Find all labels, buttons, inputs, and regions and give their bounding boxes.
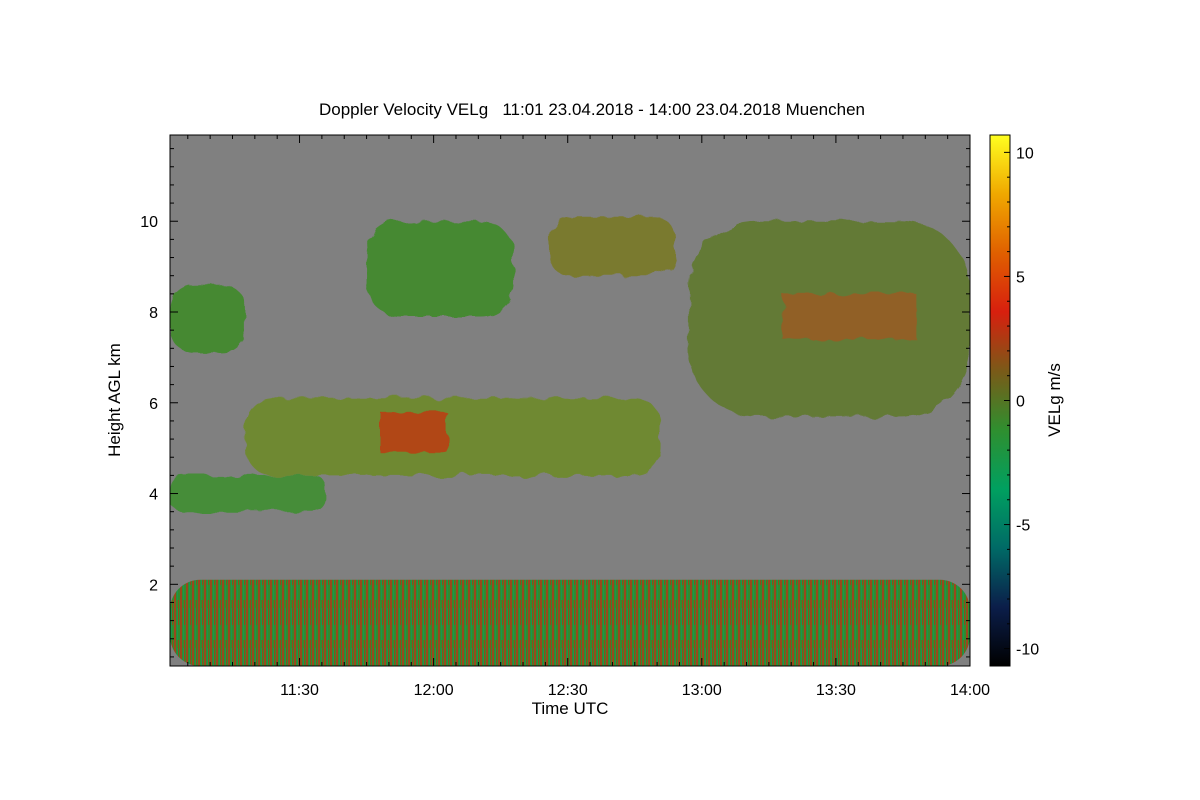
cloud-layer: [548, 216, 675, 276]
x-tick-label: 14:00: [950, 682, 990, 699]
cloud-layer: [245, 398, 662, 476]
y-tick-label: 8: [149, 305, 158, 322]
cloud-layer: [366, 221, 515, 317]
cloud-layer: [170, 475, 327, 512]
colorbar-label: VELg m/s: [1045, 363, 1064, 437]
x-tick-label: 11:30: [280, 682, 319, 699]
colorbar-tick-label: -10: [1016, 642, 1039, 659]
cloud-layer: [170, 579, 970, 666]
y-tick-label: 10: [140, 214, 158, 231]
warm-velocity-region: [379, 411, 448, 453]
cloud-layer: [170, 284, 246, 353]
colorbar-tick-label: 10: [1016, 145, 1034, 162]
x-tick-label: 12:00: [414, 682, 454, 699]
colorbar-tick-label: 5: [1016, 269, 1025, 286]
x-axis: 11:30 12:00 12:30 13:00 13:30 14:00: [187, 135, 990, 699]
colorbar-axis: -10 -5 0 5 10: [1004, 145, 1039, 659]
y-tick-label: 4: [149, 487, 158, 504]
chart-title: Doppler Velocity VELg 11:01 23.04.2018 -…: [319, 100, 865, 119]
colorbar-tick-label: 0: [1016, 394, 1025, 411]
x-tick-label: 13:30: [816, 682, 856, 699]
y-tick-label: 2: [149, 577, 158, 594]
y-tick-label: 6: [149, 396, 158, 413]
y-axis: 2 4 6 8 10: [140, 148, 970, 658]
colorbar-tick-label: -5: [1016, 518, 1030, 535]
cloud-layers: [170, 216, 970, 666]
x-tick-label: 12:30: [548, 682, 588, 699]
y-axis-label: Height AGL km: [105, 343, 124, 457]
x-axis-label: Time UTC: [532, 699, 609, 718]
x-tick-label: 13:00: [682, 682, 722, 699]
plot-frame: [169, 134, 971, 667]
warm-velocity-region: [782, 293, 917, 340]
